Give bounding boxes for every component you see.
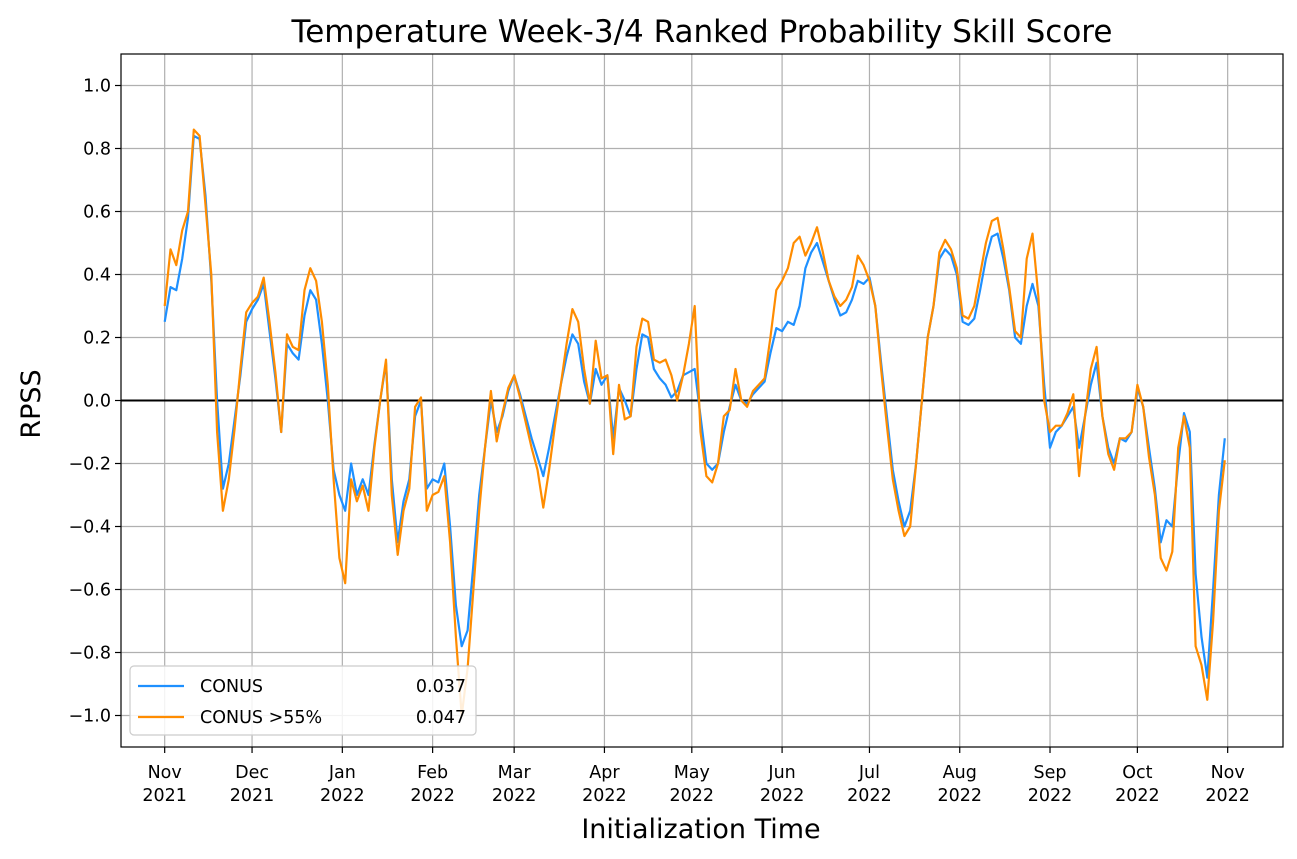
x-tick-label-year: 2022 xyxy=(582,786,627,806)
chart-title: Temperature Week-3/4 Ranked Probability … xyxy=(291,14,1113,50)
y-tick-label: −0.6 xyxy=(69,581,112,601)
x-tick-label-month: Nov xyxy=(1211,763,1245,783)
legend-label: CONUS >55% xyxy=(200,708,322,728)
y-tick-label: 0.6 xyxy=(83,203,111,223)
x-tick-label-year: 2021 xyxy=(142,786,187,806)
legend-value: 0.037 xyxy=(416,677,466,697)
y-axis-label: RPSS xyxy=(16,369,47,438)
y-tick-label: −0.8 xyxy=(69,644,112,664)
x-tick-label-month: Oct xyxy=(1122,763,1152,783)
y-tick-label: 0.0 xyxy=(83,392,111,412)
legend: CONUS 0.037 CONUS >55% 0.047 xyxy=(129,665,477,736)
x-tick-label-year: 2022 xyxy=(760,786,805,806)
x-axis-label: Initialization Time xyxy=(581,814,820,845)
y-tick-label: −0.4 xyxy=(69,518,112,538)
x-tick-label-month: Apr xyxy=(589,763,620,783)
series-lines xyxy=(163,128,1226,717)
y-tick-label: 0.4 xyxy=(83,266,111,286)
x-tick-label-year: 2022 xyxy=(320,786,365,806)
x-tick-label-month: Aug xyxy=(943,763,977,783)
x-tick-label-month: Dec xyxy=(235,763,269,783)
x-tick-label-month: Jun xyxy=(767,763,795,783)
x-tick-label-month: Jul xyxy=(858,763,880,783)
x-tick-label-month: Nov xyxy=(148,763,182,783)
x-tick-label-year: 2022 xyxy=(492,786,537,806)
x-tick-label-year: 2022 xyxy=(1028,786,1073,806)
y-tick-label: 1.0 xyxy=(83,77,111,97)
x-tick-label-year: 2022 xyxy=(410,786,455,806)
y-tick-label: 0.2 xyxy=(83,329,111,349)
x-tick-label-year: 2021 xyxy=(230,786,275,806)
x-tick-label-month: Mar xyxy=(498,763,532,783)
x-tick-label-month: Jan xyxy=(328,763,356,783)
legend-label: CONUS xyxy=(200,677,263,697)
x-tick-label-year: 2022 xyxy=(1115,786,1160,806)
y-tick-label: −0.2 xyxy=(69,455,112,475)
x-tick-label-year: 2022 xyxy=(1205,786,1250,806)
x-tick-label-year: 2022 xyxy=(937,786,982,806)
x-tick-label-year: 2022 xyxy=(670,786,715,806)
y-axis-ticks: −1.0 −0.8 −0.6 −0.4 −0.2 0.0 0.2 0.4 0.6 0.8 1.0 xyxy=(69,77,121,727)
x-tick-label-year: 2022 xyxy=(847,786,892,806)
y-tick-label: 0.8 xyxy=(83,140,111,160)
legend-value: 0.047 xyxy=(416,708,466,728)
legend-box xyxy=(129,665,477,736)
x-tick-label-month: Feb xyxy=(417,763,448,783)
y-tick-label: −1.0 xyxy=(69,707,112,727)
x-axis-ticks: Nov 2021 Dec 2021 Jan 2022 Feb 2022 Mar 2022 Apr 20… xyxy=(142,747,1250,806)
series-line-conus-55 xyxy=(163,128,1226,717)
x-tick-label-month: May xyxy=(674,763,710,783)
x-tick-label-month: Sep xyxy=(1034,763,1067,783)
